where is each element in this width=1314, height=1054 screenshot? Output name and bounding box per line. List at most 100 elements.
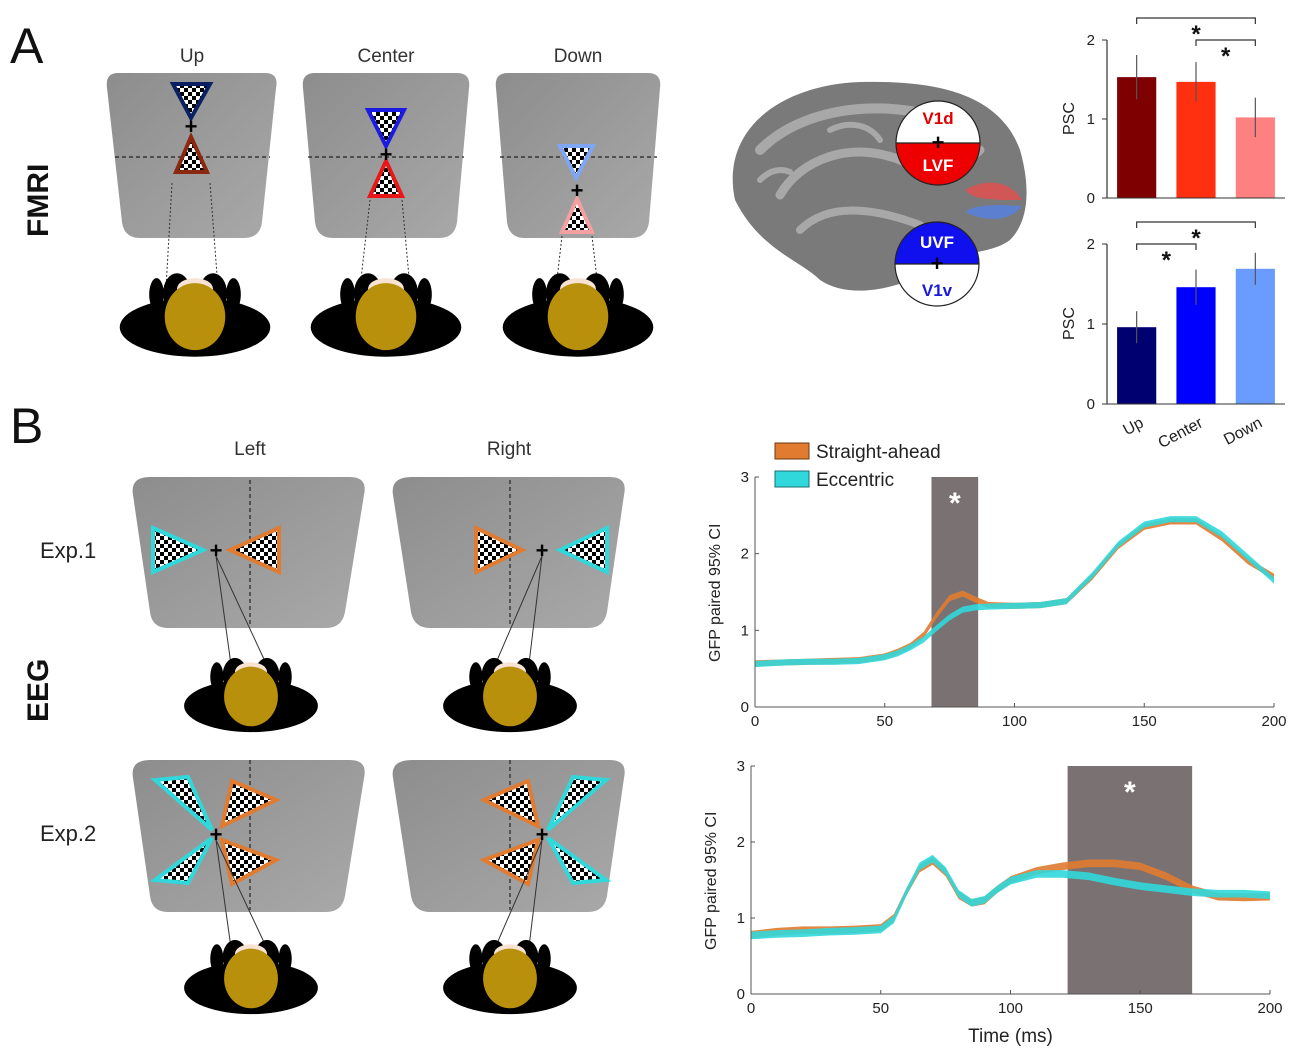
y-tick-label: 2 [741, 546, 749, 563]
fmri-conditions: Up Center Down [180, 46, 602, 67]
significance-bracket [1195, 39, 1256, 46]
head-icon [184, 657, 318, 733]
significance-star: * [1162, 247, 1172, 274]
fmri-screen-down: + [495, 73, 661, 289]
significance-star: * [1124, 776, 1136, 809]
cond-label-down: Down [554, 46, 603, 67]
eeg-label: EEG [22, 659, 55, 722]
head-icon [502, 273, 654, 357]
y-tick-label: 2 [737, 834, 745, 851]
y-tick-label: 3 [741, 469, 749, 486]
fixation-cross: + [931, 251, 944, 276]
eeg-exp2-left-screen: + [132, 760, 365, 956]
x-tick-label: 50 [876, 713, 893, 730]
y-tick-label: 1 [737, 910, 745, 927]
brain-illustration [732, 81, 1027, 291]
stimulus-triangle [556, 144, 597, 183]
stimulus-triangle [366, 156, 406, 198]
y-tick-label: 0 [1087, 396, 1095, 413]
head-icon [119, 273, 271, 357]
significance-star: * [1191, 21, 1201, 48]
exp2-label: Exp.2 [40, 821, 96, 846]
v1v-label: V1v [922, 281, 953, 300]
x-tick-label: 200 [1261, 713, 1286, 730]
y-tick-label: 2 [1087, 236, 1095, 253]
stimulus-triangle [172, 132, 211, 174]
fixation-cross: + [380, 142, 393, 167]
legend: Straight-ahead Eccentric [774, 442, 941, 491]
cond-label-up: Up [180, 46, 204, 67]
head-icon [443, 939, 577, 1015]
legend-swatch-straight [774, 442, 810, 460]
legend-eccentric: Eccentric [816, 470, 894, 491]
head-icon [443, 657, 577, 733]
uvf-label: UVF [920, 233, 954, 252]
y-tick-label: 0 [737, 986, 745, 1003]
stimulus-triangle [558, 194, 596, 234]
y-axis-label: GFP paired 95% CI [703, 812, 720, 950]
significance-bracket [1136, 17, 1256, 24]
x-tick-label: Center [1155, 414, 1206, 452]
y-axis-label: PSC [1061, 307, 1078, 340]
x-tick-label: 100 [998, 1000, 1023, 1017]
uvf-circle: UVF V1v + [894, 221, 980, 307]
fixation-cross: + [536, 538, 549, 563]
stimulus-triangle [364, 108, 408, 151]
fixation-cross: + [210, 822, 223, 847]
fixation-cross: + [536, 822, 549, 847]
psc-bar-chart-uvf: 0 1 2 PSC * * Up Center Down [1061, 221, 1285, 452]
head-icon [310, 273, 462, 357]
x-axis-label: Time (ms) [968, 1026, 1053, 1047]
head-icon [184, 939, 318, 1015]
ci-ribbon-straight-ahead [755, 518, 1274, 667]
y-tick-label: 1 [1087, 316, 1095, 333]
y-tick-label: 0 [741, 699, 749, 716]
panel-a-letter: A [10, 18, 44, 74]
x-tick-label: 50 [872, 1000, 889, 1017]
significance-star: * [1191, 225, 1201, 252]
fixation-cross: + [210, 538, 223, 563]
y-tick-label: 1 [741, 622, 749, 639]
x-tick-label: 0 [747, 1000, 755, 1017]
eeg-exp1-left-screen: + [132, 477, 365, 673]
x-tick-label: 0 [751, 713, 759, 730]
legend-swatch-eccentric [774, 470, 810, 488]
ci-ribbon-eccentric [751, 854, 1270, 940]
fixation-cross: + [932, 130, 945, 155]
x-tick-label: Down [1221, 415, 1265, 449]
significance-bracket [1136, 221, 1256, 228]
fixation-cross: + [571, 178, 584, 203]
fmri-label: FMRI [22, 164, 55, 237]
legend-straight-ahead: Straight-ahead [816, 442, 941, 463]
x-tick-label: Up [1121, 414, 1147, 439]
exp1-label: Exp.1 [40, 538, 96, 563]
fixation-cross: + [185, 114, 198, 139]
gfp-chart-exp1: * 0 1 2 3 0 50 100 150 200 GFP paired 95% CI [707, 469, 1287, 730]
significance-window [931, 477, 979, 707]
eeg-exp1-right-screen: + [392, 477, 625, 673]
fmri-screen-center: + [302, 73, 470, 289]
x-tick-label: 150 [1128, 1000, 1153, 1017]
psc-bar-chart-lvf: 0 1 2 PSC * * [1061, 17, 1285, 207]
bar-center [1176, 287, 1216, 404]
y-tick-label: 1 [1087, 111, 1095, 128]
gfp-chart-exp2: * 0 1 2 3 0 50 100 150 200 GFP paired 95% CI Time (… [703, 758, 1283, 1047]
cond-label-center: Center [357, 46, 415, 67]
v1v-region [965, 205, 1022, 219]
stimulus-triangle [169, 82, 214, 123]
ci-ribbon-eccentric [755, 516, 1274, 668]
significance-star: * [1221, 43, 1231, 70]
panel-b-letter: B [10, 398, 43, 454]
cond-label-right: Right [487, 439, 532, 460]
eeg-exp2-right-screen: + [392, 760, 625, 956]
lvf-label: LVF [923, 156, 954, 175]
ci-ribbon-straight-ahead [751, 857, 1270, 939]
x-tick-label: 200 [1257, 1000, 1282, 1017]
v1d-region [965, 182, 1022, 200]
fmri-screen-up: + [106, 73, 277, 289]
lvf-circle: V1d LVF + [895, 100, 981, 186]
significance-bracket [1136, 243, 1197, 250]
y-axis-label: PSC [1061, 102, 1078, 135]
y-axis-label: GFP paired 95% CI [707, 524, 724, 662]
